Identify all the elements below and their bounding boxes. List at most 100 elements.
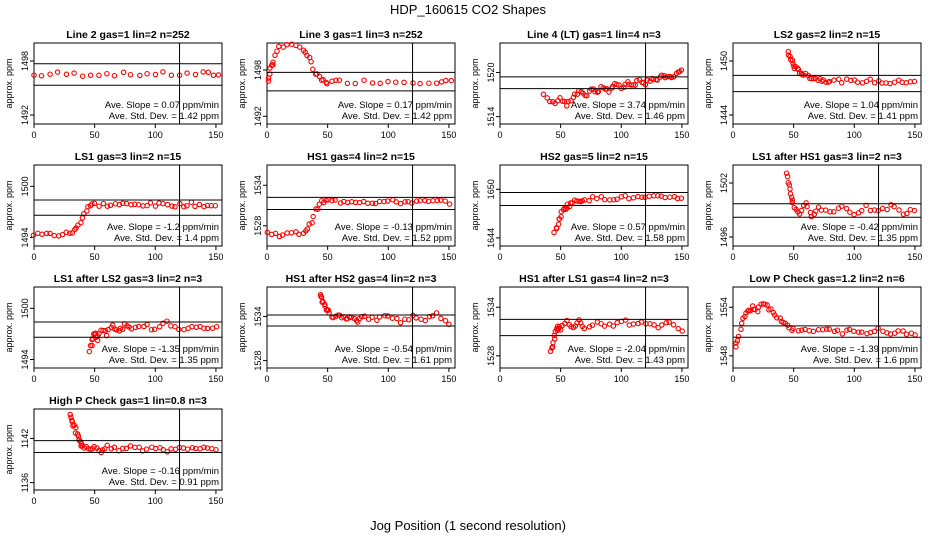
- data-point: [630, 195, 637, 201]
- x-tick-label: 50: [323, 374, 333, 384]
- panel-4: LS2 gas=2 lin=2 n=15 0 50 100 150 1444 1450 app…: [703, 29, 922, 140]
- y-axis-label: approx. ppm: [470, 180, 480, 230]
- data-point: [858, 207, 865, 214]
- data-point: [189, 444, 196, 451]
- data-point: [839, 331, 846, 337]
- data-point: [272, 52, 278, 59]
- data-point: [267, 71, 273, 77]
- data-point: [818, 207, 825, 213]
- data-point: [361, 313, 368, 319]
- data-point: [120, 69, 127, 76]
- data-point: [205, 69, 212, 76]
- data-point: [369, 80, 376, 86]
- x-tick-label: 0: [730, 374, 735, 384]
- data-point: [879, 205, 886, 212]
- x-tick-label: 100: [614, 130, 629, 140]
- data-point: [272, 230, 279, 237]
- y-axis-label: approx. ppm: [703, 58, 713, 108]
- data-point: [911, 78, 918, 85]
- data-point: [104, 203, 111, 209]
- data-point: [104, 70, 110, 77]
- std-dev-annotation: Ave. Std. Dev. = 1.35 ppm: [808, 233, 918, 244]
- data-point: [382, 312, 388, 319]
- data-point: [127, 443, 134, 449]
- panel-title: LS1 after LS2 gas=3 lin=2 n=3: [54, 273, 203, 285]
- data-point: [365, 200, 371, 207]
- data-point: [264, 229, 271, 236]
- x-tick-label: 50: [90, 496, 100, 506]
- x-tick-label: 0: [497, 374, 502, 384]
- y-axis-label: approx. ppm: [4, 424, 14, 474]
- data-point: [843, 205, 850, 212]
- panel-6: HS1 gas=4 lin=2 n=15 0 50 100 150 1528 1534 app…: [237, 151, 456, 262]
- data-point: [610, 323, 617, 329]
- data-point: [320, 76, 326, 83]
- data-point: [851, 328, 857, 335]
- data-point: [372, 200, 379, 207]
- data-point: [622, 317, 629, 323]
- data-point: [738, 320, 745, 327]
- data-point: [384, 198, 391, 204]
- data-point: [606, 89, 612, 95]
- data-point: [438, 315, 444, 322]
- y-tick-label: 1528: [253, 216, 263, 236]
- data-point: [551, 336, 558, 342]
- y-axis-label: approx. ppm: [470, 302, 480, 352]
- data-point: [192, 203, 198, 210]
- x-tick-label: 150: [907, 374, 922, 384]
- y-tick-label: 1136: [20, 473, 30, 492]
- data-point: [798, 207, 805, 214]
- data-point: [625, 79, 631, 85]
- data-point: [168, 323, 174, 329]
- data-point: [666, 319, 672, 325]
- data-point: [788, 194, 795, 201]
- plot-frame: [732, 42, 922, 125]
- x-tick-label: 100: [847, 252, 862, 262]
- data-point: [822, 207, 829, 213]
- data-point: [160, 69, 166, 75]
- data-point: [79, 73, 86, 79]
- plot-frame: [266, 42, 456, 125]
- panel-title: HS1 after HS2 gas=4 lin=2 n=3: [286, 273, 437, 285]
- data-point: [448, 77, 455, 84]
- slope-annotation: Ave. Slope = -0.16 ppm/min: [102, 466, 219, 477]
- y-axis-label: approx. ppm: [237, 302, 247, 352]
- data-point: [100, 200, 107, 207]
- y-tick-label: 1644: [486, 228, 496, 248]
- data-point: [564, 317, 570, 324]
- data-point: [184, 203, 190, 209]
- data-point: [176, 326, 182, 333]
- data-point: [551, 229, 557, 236]
- y-tick-label: 1500: [20, 298, 30, 318]
- y-axis-label: approx. ppm: [703, 302, 713, 352]
- panel-title: HS2 gas=5 lin=2 n=15: [540, 151, 648, 163]
- data-point: [160, 320, 166, 326]
- data-point: [111, 72, 118, 79]
- x-tick-label: 100: [381, 130, 396, 140]
- y-tick-label: 1534: [253, 175, 263, 195]
- data-point: [96, 72, 102, 79]
- data-point: [296, 44, 303, 50]
- data-point: [433, 310, 440, 316]
- data-point: [201, 444, 207, 451]
- y-tick-label: 1514: [486, 107, 496, 127]
- data-point: [333, 77, 339, 84]
- data-point: [614, 196, 620, 202]
- data-point: [598, 193, 605, 200]
- data-point: [442, 317, 449, 324]
- data-point: [789, 197, 796, 203]
- x-tick-label: 50: [90, 374, 100, 384]
- data-point: [188, 199, 195, 205]
- y-axis-label: approx. ppm: [4, 302, 14, 352]
- data-point: [846, 326, 853, 333]
- y-tick-label: 1502: [719, 173, 729, 193]
- data-point: [610, 196, 617, 203]
- data-point: [85, 204, 91, 210]
- data-point: [678, 67, 685, 73]
- data-point: [392, 79, 399, 85]
- data-point: [854, 79, 861, 85]
- data-point: [96, 203, 102, 209]
- y-tick-label: 1528: [486, 346, 496, 366]
- data-point: [426, 80, 432, 86]
- panel-12: Low P Check gas=1.2 lin=2 n=6 0 50 100 150 15…: [703, 273, 922, 384]
